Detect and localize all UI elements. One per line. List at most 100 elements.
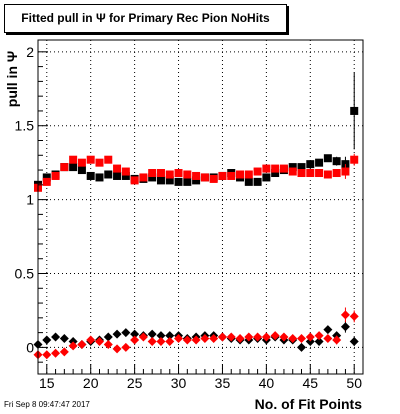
data-point-square xyxy=(156,169,165,178)
data-point-square xyxy=(156,176,165,185)
data-point-diamond xyxy=(59,347,69,357)
data-point-square xyxy=(183,170,192,179)
data-point-square xyxy=(306,169,315,178)
data-point-square xyxy=(236,170,245,179)
data-point-square xyxy=(218,171,227,180)
x-tick-label: 30 xyxy=(171,375,187,391)
y-tick-label: 0.5 xyxy=(15,266,35,282)
x-tick-label: 40 xyxy=(259,375,275,391)
y-tick-label: 1.5 xyxy=(15,118,35,134)
x-tick-label: 50 xyxy=(346,375,362,391)
data-point-diamond xyxy=(174,334,184,344)
data-point-diamond xyxy=(323,325,333,335)
data-point-diamond xyxy=(349,311,359,321)
data-point-square xyxy=(306,160,315,169)
data-point-diamond xyxy=(349,336,359,346)
data-point-diamond xyxy=(86,335,96,345)
data-point-diamond xyxy=(112,344,122,354)
data-point-square xyxy=(262,173,271,182)
data-point-square xyxy=(113,171,122,180)
data-point-diamond xyxy=(94,336,104,346)
data-point-square xyxy=(183,177,192,186)
data-point-square xyxy=(148,169,157,178)
data-point-square xyxy=(253,177,262,186)
data-point-diamond xyxy=(51,348,61,358)
data-point-diamond xyxy=(51,332,61,342)
data-point-diamond xyxy=(138,332,148,342)
data-point-diamond xyxy=(68,341,78,351)
data-point-square xyxy=(192,171,201,180)
data-point-diamond xyxy=(226,332,236,342)
data-point-square xyxy=(121,167,130,176)
data-point-diamond xyxy=(156,336,166,346)
x-tick-label: 35 xyxy=(215,375,231,391)
data-point-square xyxy=(332,157,341,166)
y-axis-label: pull in Ψ xyxy=(4,50,20,108)
data-point-square xyxy=(244,170,253,179)
data-point-diamond xyxy=(77,339,87,349)
data-point-diamond xyxy=(340,322,350,332)
data-point-diamond xyxy=(261,332,271,342)
series-0 xyxy=(34,72,359,189)
x-tick-label: 25 xyxy=(127,375,143,391)
y-tick-label: 1 xyxy=(26,192,34,208)
data-point-square xyxy=(104,170,113,179)
data-point-square xyxy=(86,155,95,164)
data-point-diamond xyxy=(103,339,113,349)
data-point-diamond xyxy=(314,336,324,346)
data-point-square xyxy=(244,177,253,186)
data-point-square xyxy=(323,154,332,163)
data-point-square xyxy=(104,155,113,164)
data-point-square xyxy=(332,169,341,178)
grid-lines xyxy=(38,40,363,374)
data-point-square xyxy=(113,164,122,173)
data-point-diamond xyxy=(297,342,307,352)
data-point-square xyxy=(209,174,218,183)
x-tick-label: 15 xyxy=(39,375,55,391)
plot-frame xyxy=(37,39,364,375)
x-tick-label: 45 xyxy=(303,375,319,391)
data-point-diamond xyxy=(103,332,113,342)
data-point-diamond xyxy=(59,334,69,344)
data-point-square xyxy=(51,171,60,180)
data-point-diamond xyxy=(253,332,263,342)
chart-title: Fitted pull in Ψ for Primary Rec Pion No… xyxy=(4,4,287,33)
data-point-square xyxy=(60,163,69,172)
data-points xyxy=(33,72,359,360)
data-point-square xyxy=(165,176,174,185)
x-axis-label: No. of Fit Points xyxy=(254,396,362,412)
data-point-square xyxy=(315,169,324,178)
data-point-square xyxy=(227,171,236,180)
data-point-diamond xyxy=(217,332,227,342)
data-point-square xyxy=(174,177,183,186)
data-point-square xyxy=(297,163,306,172)
data-point-diamond xyxy=(165,331,175,341)
data-point-diamond xyxy=(121,328,131,338)
data-point-diamond xyxy=(112,329,122,339)
data-point-diamond xyxy=(314,331,324,341)
data-point-square xyxy=(271,164,280,173)
data-point-square xyxy=(69,163,78,172)
data-point-square xyxy=(192,176,201,185)
data-point-diamond xyxy=(305,332,315,342)
data-point-square xyxy=(69,155,78,164)
data-point-square xyxy=(165,170,174,179)
data-point-diamond xyxy=(323,334,333,344)
data-point-square xyxy=(288,167,297,176)
data-point-square xyxy=(174,169,183,178)
data-point-square xyxy=(77,166,86,175)
data-point-square xyxy=(42,173,51,182)
x-tick-label: 20 xyxy=(83,375,99,391)
data-point-diamond xyxy=(235,334,245,344)
data-point-diamond xyxy=(130,335,140,345)
y-tick-label: 0 xyxy=(26,339,34,355)
data-point-diamond xyxy=(279,332,289,342)
date-stamp: Fri Sep 8 09:47:47 2017 xyxy=(4,400,90,409)
y-axis-label-wrap: pull in Ψ xyxy=(0,44,24,114)
series-3 xyxy=(33,307,359,360)
data-point-square xyxy=(253,167,262,176)
data-point-square xyxy=(262,164,271,173)
data-point-diamond xyxy=(121,342,131,352)
data-point-square xyxy=(86,171,95,180)
